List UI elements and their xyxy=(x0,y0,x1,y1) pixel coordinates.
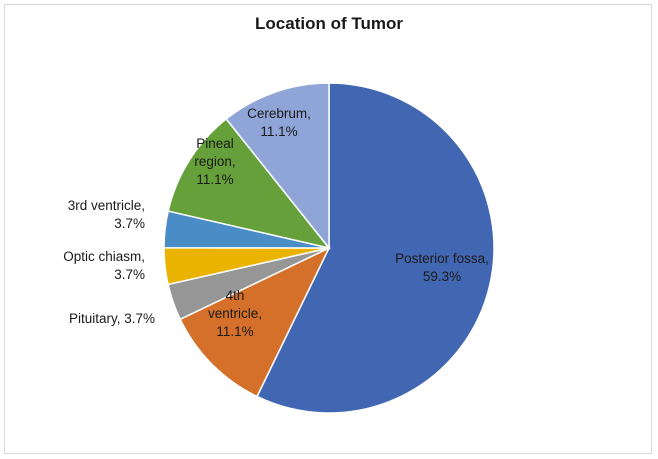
data-label-posterior-fossa: Posterior fossa, 59.3% xyxy=(395,251,489,284)
pie-slice-cerebrum xyxy=(225,82,330,251)
data-label-pituitary: Pituitary, 3.7% xyxy=(69,311,155,326)
pie-slices xyxy=(163,82,495,414)
pie-labels: Posterior fossa, 59.3% 4th ventricle, 11.1% P… xyxy=(63,106,489,339)
pie-slice-4th-ventricle xyxy=(179,246,331,398)
data-label-3rd-ventricle: 3rd ventricle, 3.7% xyxy=(68,198,145,231)
data-label-pineal-region: Pineal region, 11.1% xyxy=(194,136,235,187)
data-label-4th-ventricle: 4th ventricle, 11.1% xyxy=(208,288,262,339)
pie-slice-posterior-fossa xyxy=(256,82,495,414)
data-label-optic-chiasm: Optic chiasm, 3.7% xyxy=(63,249,145,282)
data-label-cerebrum: Cerebrum, 11.1% xyxy=(247,106,311,139)
pie-slice-pineal-region xyxy=(167,117,331,250)
chart-title: Location of Tumor xyxy=(255,14,403,33)
